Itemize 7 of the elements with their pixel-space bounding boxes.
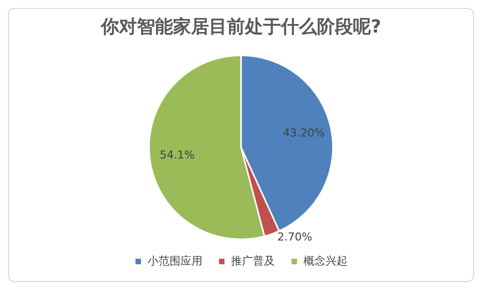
- chart-title: 你对智能家居目前处于什么阶段呢?: [100, 16, 382, 38]
- legend-label: 概念兴起: [303, 254, 348, 268]
- legend-label: 小范围应用: [147, 254, 202, 268]
- legend-label: 推广普及: [230, 254, 275, 268]
- data-label: 43.20%: [282, 126, 325, 140]
- data-label: 2.70%: [277, 230, 312, 244]
- data-label: 54.1%: [160, 148, 195, 162]
